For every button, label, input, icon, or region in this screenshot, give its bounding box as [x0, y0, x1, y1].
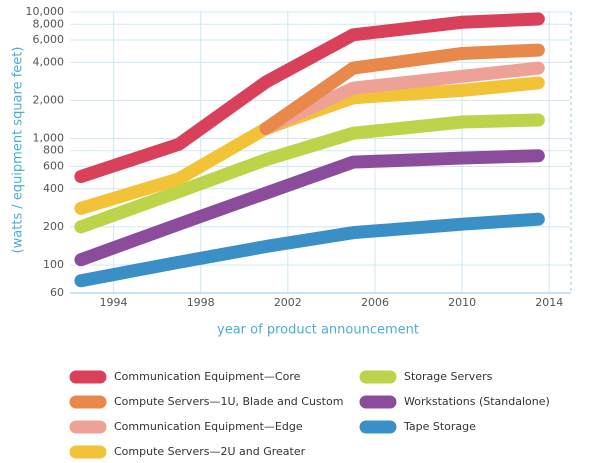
- x-tick-label: 2014: [535, 296, 563, 309]
- legend-label: Storage Servers: [404, 370, 493, 383]
- series-line: [259, 61, 545, 135]
- legend-label: Communication Equipment—Edge: [114, 420, 303, 433]
- x-axis-label: year of product announcement: [217, 323, 419, 338]
- y-tick-label: 4,000: [33, 55, 65, 68]
- y-tick-label: 8,000: [33, 17, 65, 30]
- x-tick-label: 1994: [100, 296, 128, 309]
- y-tick-label: 100: [43, 258, 64, 271]
- y-tick-label: 10,000: [26, 5, 65, 18]
- y-tick-label: 60: [50, 286, 64, 299]
- series-line: [74, 12, 545, 184]
- series-line: [74, 149, 545, 267]
- x-tick-label: 2006: [361, 296, 389, 309]
- y-tick-label: 200: [43, 220, 64, 233]
- x-tick-label: 2002: [274, 296, 302, 309]
- y-tick-label: 6,000: [33, 33, 65, 46]
- y-tick-label: 1,000: [33, 131, 65, 144]
- legend-label: Communication Equipment—Core: [114, 370, 301, 383]
- legend-label: Compute Servers—1U, Blade and Custom: [114, 395, 343, 408]
- y-tick-label: 800: [43, 144, 64, 157]
- y-axis-label: (watts / equipment square feet): [11, 47, 26, 254]
- x-tick-label: 2010: [448, 296, 476, 309]
- x-tick-label: 1998: [187, 296, 215, 309]
- legend-label: Tape Storage: [403, 420, 476, 433]
- y-tick-label: 400: [43, 182, 64, 195]
- legend-label: Workstations (Standalone): [404, 395, 550, 408]
- series-line: [259, 43, 545, 135]
- y-tick-label: 600: [43, 160, 64, 173]
- legend-label: Compute Servers—2U and Greater: [114, 445, 306, 458]
- series-line: [74, 212, 545, 288]
- y-tick-label: 2,000: [33, 93, 65, 106]
- series-line: [74, 113, 545, 234]
